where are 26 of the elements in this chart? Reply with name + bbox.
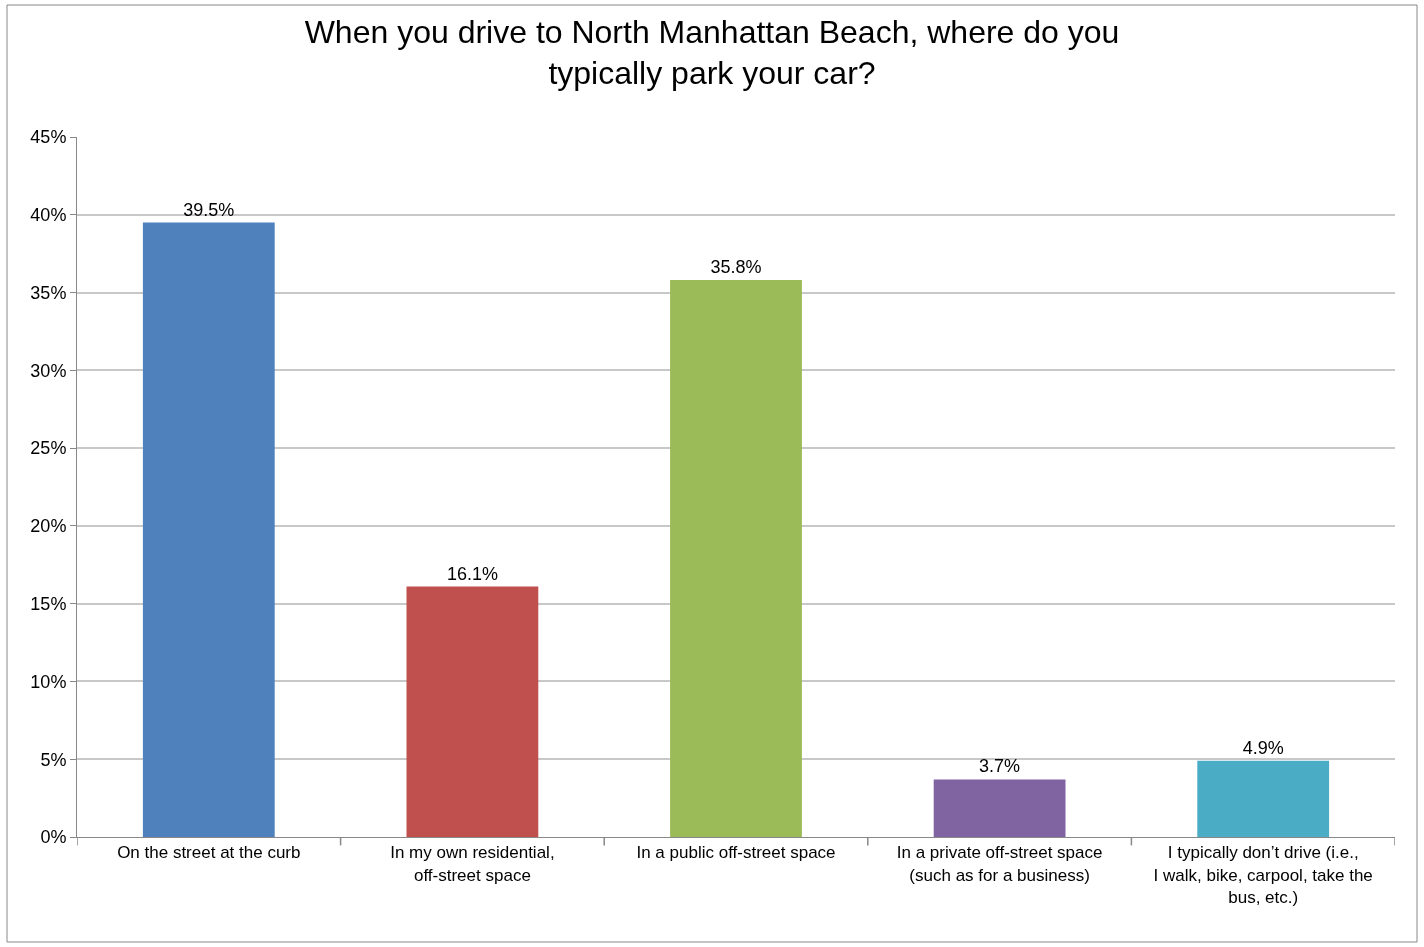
x-tick-label: In my own residential, off-street space (390, 843, 555, 885)
y-tick-label: 15% (30, 593, 67, 614)
data-label: 4.9% (1242, 737, 1284, 758)
data-label: 39.5% (183, 199, 235, 220)
y-tick-label: 20% (30, 516, 67, 537)
data-label: 35.8% (710, 257, 762, 278)
y-tick-label: 40% (30, 205, 67, 226)
y-tick-label: 5% (40, 749, 67, 770)
x-tick-label: On the street at the curb (117, 843, 301, 863)
bar (670, 280, 802, 837)
x-tick-label: In a public off-street space (636, 843, 836, 863)
data-label: 16.1% (446, 563, 498, 584)
bar (1197, 760, 1330, 837)
bar (142, 222, 275, 837)
y-tick-label: 25% (30, 438, 67, 459)
y-tick-label: 10% (30, 671, 67, 692)
y-tick-label: 35% (30, 282, 67, 303)
y-tick-label: 30% (30, 360, 67, 381)
x-tick-label: I typically don’t drive (i.e., I walk, bike, carpool, take the bus, etc.) (1153, 843, 1373, 907)
bar (406, 586, 539, 837)
bar (933, 779, 1066, 837)
y-tick-label: 0% (40, 827, 67, 848)
y-tick-label: 45% (30, 127, 67, 148)
chart-title: When you drive to North Manhattan Beach, where do you typically park your car? (304, 13, 1120, 92)
data-label: 3.7% (979, 756, 1021, 777)
x-tick-label: In a private off-street space (such as for a business) (896, 843, 1103, 885)
